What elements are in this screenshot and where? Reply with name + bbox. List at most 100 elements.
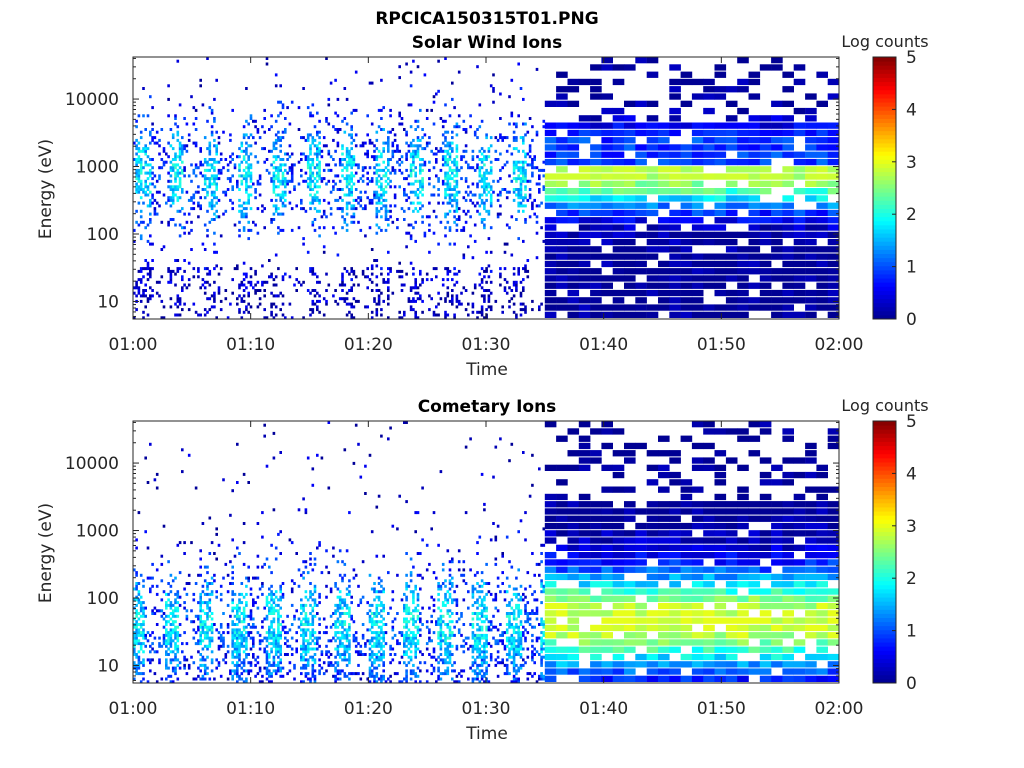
heatmap-cell	[197, 628, 200, 632]
heatmap-cell	[531, 166, 534, 170]
heatmap-cell	[352, 158, 356, 161]
colorbar-segment	[873, 253, 896, 259]
heatmap-cell	[316, 209, 319, 213]
heatmap-cell	[377, 155, 381, 159]
heatmap-cell	[444, 158, 447, 161]
heatmap-cell	[199, 633, 202, 637]
heatmap-cell	[350, 278, 353, 282]
heatmap-cell	[252, 598, 255, 602]
heatmap-cell	[373, 193, 376, 197]
heatmap-cell	[658, 144, 670, 151]
heatmap-cell	[517, 190, 520, 194]
heatmap-cell	[279, 163, 282, 167]
heatmap-cell	[364, 141, 367, 145]
heatmap-cell	[272, 631, 276, 635]
heatmap-cell	[295, 639, 298, 643]
heatmap-cell	[517, 204, 520, 208]
heatmap-cell	[174, 592, 177, 596]
heatmap-cell	[302, 497, 305, 501]
heatmap-cell	[238, 677, 241, 681]
heatmap-cell	[373, 680, 376, 684]
heatmap-cell	[208, 201, 212, 205]
heatmap-cell	[816, 231, 828, 238]
heatmap-cell	[206, 647, 209, 651]
heatmap-cell	[233, 628, 237, 632]
heatmap-cell	[515, 193, 518, 197]
heatmap-cell	[320, 650, 324, 654]
heatmap-cell	[300, 655, 303, 659]
heatmap-cell	[332, 226, 335, 230]
heatmap-cell	[373, 149, 376, 153]
heatmap-cell	[258, 639, 262, 643]
heatmap-cell	[176, 647, 180, 651]
heatmap-cell	[524, 122, 527, 126]
heatmap-cell	[217, 136, 221, 140]
heatmap-cell	[222, 130, 225, 134]
heatmap-cell	[309, 603, 312, 607]
heatmap-cell	[151, 647, 154, 651]
heatmap-cell	[624, 115, 636, 122]
heatmap-cell	[199, 78, 202, 82]
heatmap-cell	[201, 647, 205, 651]
heatmap-cell	[217, 272, 221, 276]
heatmap-cell	[151, 259, 154, 262]
heatmap-cell	[208, 614, 212, 618]
heatmap-cell	[478, 168, 482, 172]
heatmap-cell	[336, 663, 340, 667]
heatmap-cell	[137, 155, 141, 159]
heatmap-cell	[258, 193, 262, 197]
heatmap-cell	[467, 313, 470, 317]
heatmap-cell	[601, 195, 613, 202]
heatmap-cell	[368, 453, 372, 457]
heatmap-cell	[421, 278, 424, 282]
heatmap-cell	[279, 653, 282, 656]
heatmap-cell	[286, 179, 289, 183]
heatmap-cell	[295, 650, 298, 654]
heatmap-cell	[256, 522, 260, 525]
heatmap-cell	[348, 152, 351, 156]
heatmap-cell	[178, 297, 182, 301]
heatmap-cell	[544, 275, 557, 282]
heatmap-cell	[302, 603, 305, 607]
heatmap-cell	[229, 672, 232, 676]
heatmap-cell	[348, 182, 351, 186]
heatmap-cell	[782, 260, 794, 268]
heatmap-cell	[827, 188, 840, 195]
heatmap-cell	[252, 642, 255, 646]
heatmap-cell	[567, 253, 580, 260]
heatmap-cell	[544, 238, 557, 246]
heatmap-cell	[171, 163, 175, 167]
heatmap-cell	[249, 152, 253, 156]
heatmap-cell	[455, 190, 459, 194]
heatmap-cell	[178, 196, 182, 200]
heatmap-cell	[309, 207, 312, 211]
heatmap-cell	[457, 299, 461, 303]
heatmap-cell	[419, 294, 422, 298]
heatmap-cell	[238, 658, 241, 662]
heatmap-cell	[281, 278, 285, 282]
heatmap-cell	[348, 606, 351, 610]
heatmap-cell	[139, 130, 143, 134]
heatmap-cell	[149, 201, 152, 205]
heatmap-cell	[793, 217, 806, 224]
heatmap-cell	[242, 609, 246, 613]
heatmap-cell	[432, 185, 436, 189]
heatmap-cell	[343, 655, 347, 659]
heatmap-cell	[183, 655, 186, 659]
heatmap-cell	[473, 204, 477, 208]
heatmap-cell	[174, 259, 177, 262]
heatmap-cell	[272, 456, 276, 460]
heatmap-cell	[135, 642, 138, 646]
heatmap-cell	[295, 267, 298, 271]
heatmap-cell	[480, 280, 484, 284]
heatmap-cell	[210, 198, 214, 202]
heatmap-cell	[277, 614, 280, 618]
heatmap-cell	[759, 129, 772, 137]
heatmap-cell	[252, 617, 255, 621]
heatmap-cell	[309, 308, 312, 312]
heatmap-cell	[327, 650, 331, 654]
heatmap-cell	[455, 179, 459, 183]
heatmap-cell	[176, 171, 180, 175]
heatmap-cell	[313, 677, 317, 681]
heatmap-cell	[272, 185, 276, 189]
